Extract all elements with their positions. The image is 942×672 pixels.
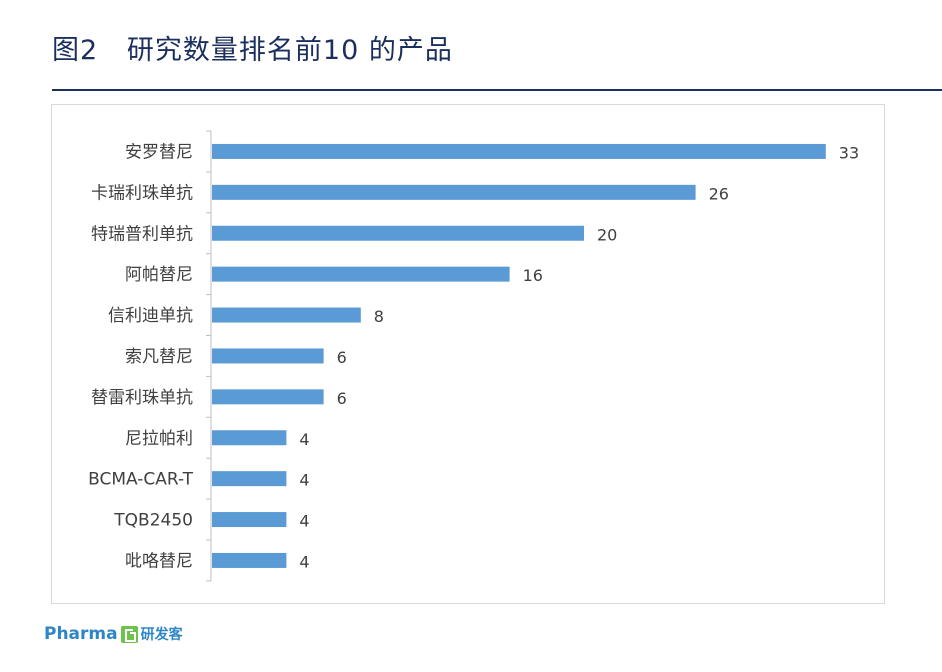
- category-label: 安罗替尼: [125, 142, 193, 162]
- bar: [212, 143, 826, 159]
- data-label: 4: [299, 430, 309, 449]
- bar: [212, 184, 696, 200]
- category-label: 阿帕替尼: [125, 265, 193, 285]
- data-label: 16: [523, 266, 543, 285]
- logo-chinese-text: 研发客: [140, 627, 183, 643]
- category-label: BCMA-CAR-T: [88, 470, 193, 490]
- data-label: 8: [374, 307, 384, 326]
- data-label: 6: [337, 389, 347, 408]
- category-label: 索凡替尼: [125, 347, 193, 367]
- data-label: 4: [299, 512, 309, 531]
- category-label: 替雷利珠单抗: [91, 388, 193, 408]
- logo-text: Pharma: [44, 624, 118, 644]
- bar: [212, 430, 287, 446]
- chart-frame: 安罗替尼 33 卡瑞利珠单抗 26 特瑞普利单抗 20 阿帕替尼 16 信利迪单抗 8 索凡替尼 6 替…: [51, 104, 885, 604]
- bar: [212, 225, 584, 241]
- bar: [212, 266, 510, 282]
- page-title: 图2 研究数量排名前10 的产品: [52, 35, 453, 66]
- data-label: 6: [337, 348, 347, 367]
- pharma-logo: Pharma 研发客: [44, 623, 183, 645]
- bar: [212, 471, 287, 487]
- data-label: 4: [299, 471, 309, 490]
- category-label: TQB2450: [113, 511, 193, 531]
- bar: [212, 348, 324, 364]
- data-label: 26: [709, 184, 729, 203]
- category-label: 特瑞普利单抗: [91, 224, 193, 244]
- bar: [212, 552, 287, 568]
- title-divider: [52, 89, 942, 91]
- logo-mark-icon: [120, 625, 138, 643]
- data-label: 33: [839, 143, 859, 162]
- bar: [212, 307, 361, 323]
- data-label: 20: [597, 225, 617, 244]
- category-label: 尼拉帕利: [125, 429, 193, 449]
- bar-chart: 安罗替尼 33 卡瑞利珠单抗 26 特瑞普利单抗 20 阿帕替尼 16 信利迪单抗 8 索凡替尼 6 替…: [88, 130, 859, 582]
- bar: [212, 389, 324, 405]
- category-label: 卡瑞利珠单抗: [91, 183, 193, 203]
- category-label: 信利迪单抗: [108, 306, 193, 326]
- category-label: 吡咯替尼: [125, 551, 193, 571]
- bar: [212, 512, 287, 528]
- data-label: 4: [299, 552, 309, 571]
